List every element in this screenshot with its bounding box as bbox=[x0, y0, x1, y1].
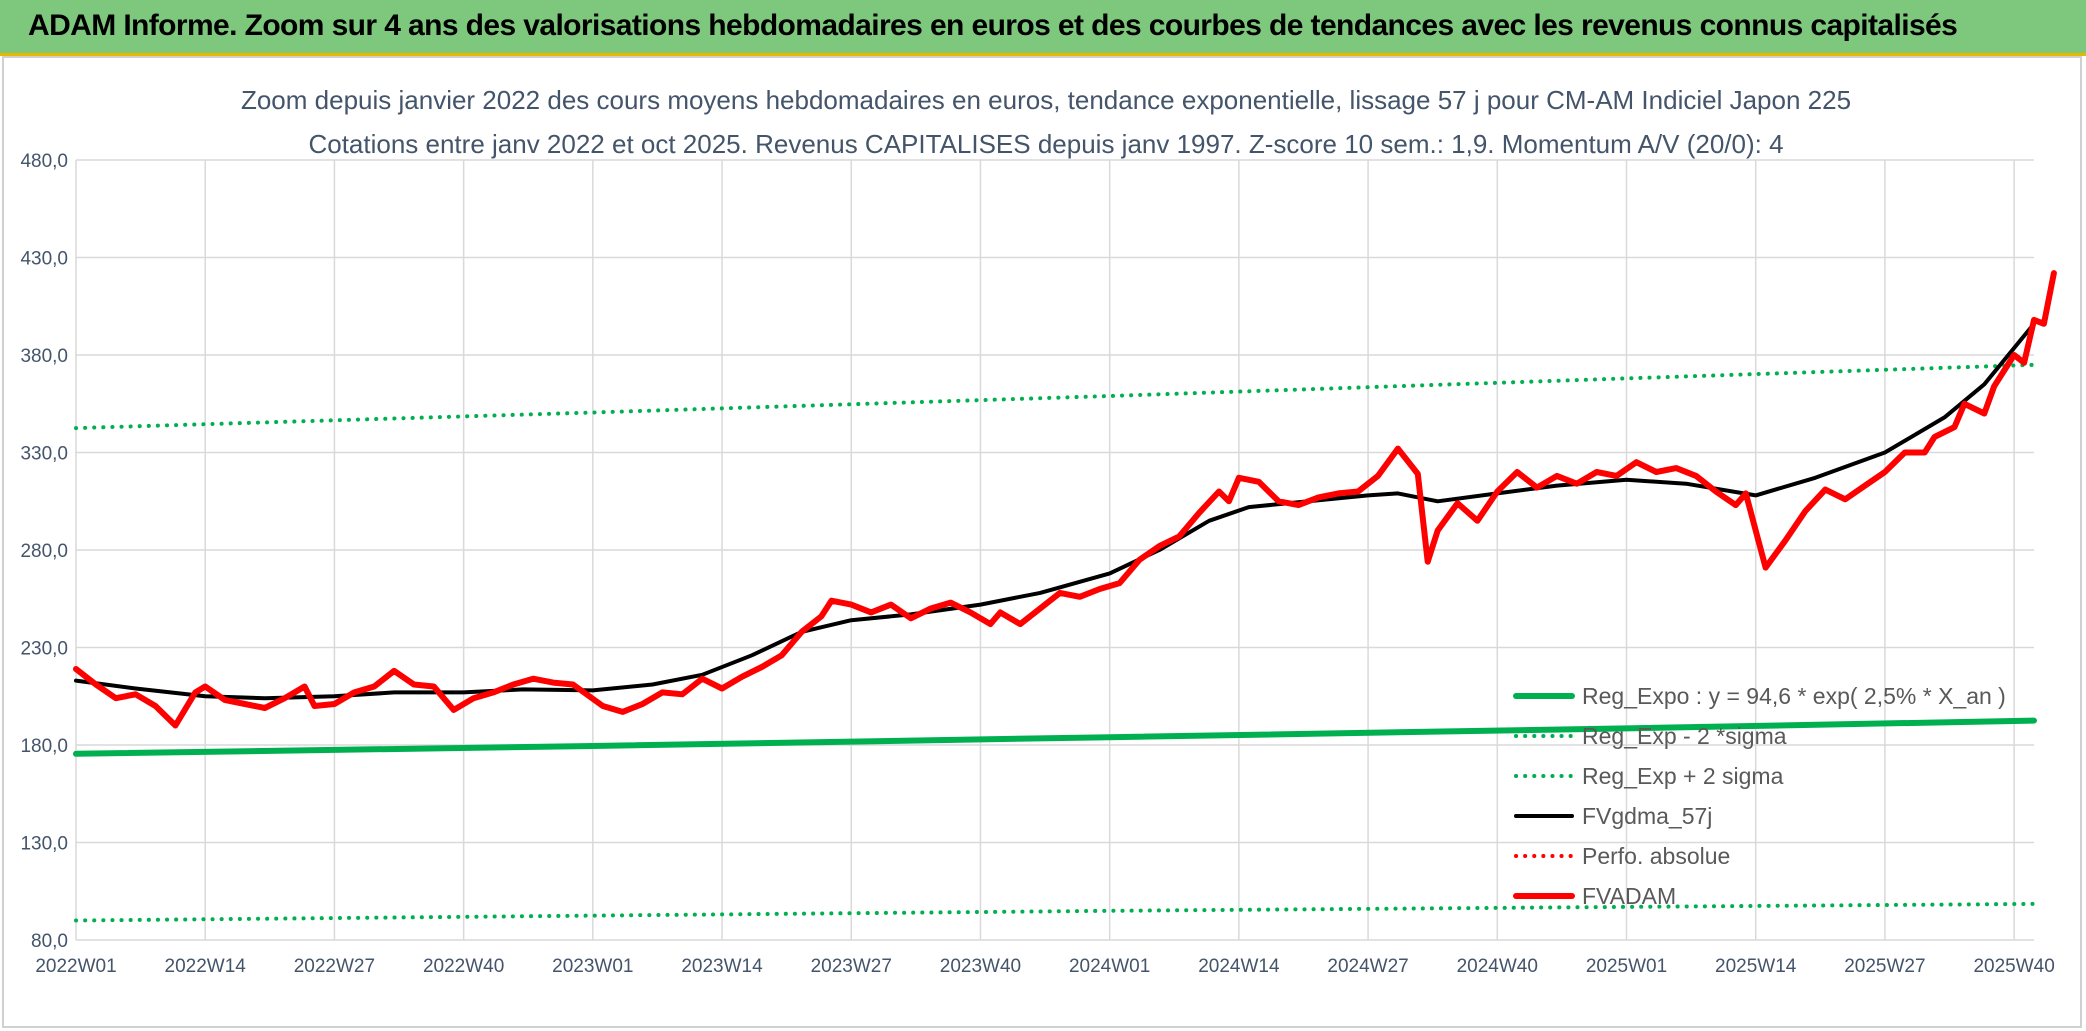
y-tick-label: 280,0 bbox=[20, 541, 68, 562]
series-line-reg_expo bbox=[73, 717, 2037, 757]
x-tick-label: 2025W27 bbox=[1844, 956, 1925, 977]
x-tick-label: 2025W01 bbox=[1586, 956, 1667, 977]
legend-label: Reg_Expo : y = 94,6 * exp( 2,5% * X_an ) bbox=[1582, 683, 2006, 709]
x-tick-label: 2022W40 bbox=[423, 956, 504, 977]
x-tick-label: 2024W14 bbox=[1198, 956, 1280, 977]
x-tick-label: 2023W14 bbox=[681, 956, 763, 977]
axes: 480,0 430,0 380,0 330,0 280,0 230,0 180,0 130,0… bbox=[20, 151, 2054, 977]
legend-label: Reg_Exp - 2 *sigma bbox=[1582, 723, 1787, 749]
chart-title: Zoom depuis janvier 2022 des cours moyen… bbox=[241, 85, 1851, 115]
report-title: ADAM Informe. Zoom sur 4 ans des valoris… bbox=[28, 9, 1958, 42]
y-tick-label: 130,0 bbox=[20, 834, 68, 855]
y-tick-label: 430,0 bbox=[20, 249, 68, 270]
report-banner: ADAM Informe. Zoom sur 4 ans des valoris… bbox=[0, 0, 2086, 56]
series-line-fvgdma_57j bbox=[74, 321, 2036, 701]
x-tick-label: 2025W14 bbox=[1715, 956, 1797, 977]
x-tick-label: 2022W01 bbox=[35, 956, 116, 977]
y-tick-label: 330,0 bbox=[20, 444, 68, 465]
y-tick-label: 380,0 bbox=[20, 346, 68, 367]
x-tick-label: 2024W40 bbox=[1457, 956, 1538, 977]
grid bbox=[75, 159, 2034, 941]
x-tick-label: 2023W27 bbox=[811, 956, 892, 977]
x-tick-label: 2024W01 bbox=[1069, 956, 1150, 977]
y-tick-label: 80,0 bbox=[31, 931, 68, 952]
chart-subtitle: Cotations entre janv 2022 et oct 2025. R… bbox=[308, 129, 1783, 159]
y-tick-label: 480,0 bbox=[20, 151, 68, 172]
legend-label: FVgdma_57j bbox=[1582, 803, 1712, 829]
legend-label: FVADAM bbox=[1582, 883, 1676, 909]
x-tick-label: 2024W27 bbox=[1327, 956, 1408, 977]
legend-label: Reg_Exp + 2 sigma bbox=[1582, 763, 1784, 789]
legend: Reg_Expo : y = 94,6 * exp( 2,5% * X_an )… bbox=[1513, 683, 2006, 909]
y-tick-label: 230,0 bbox=[20, 639, 68, 660]
series-lines bbox=[73, 270, 2057, 923]
x-tick-label: 2025W40 bbox=[1973, 956, 2054, 977]
series-line-reg_exp bbox=[74, 362, 2036, 431]
legend-label: Perfo. absolue bbox=[1582, 843, 1730, 869]
y-tick-label: 180,0 bbox=[20, 736, 68, 757]
x-tick-label: 2023W01 bbox=[552, 956, 633, 977]
x-tick-label: 2022W27 bbox=[294, 956, 375, 977]
series-line-fvadam bbox=[73, 270, 2057, 729]
series-line-reg_exp bbox=[74, 901, 2036, 923]
chart-frame: 480,0 430,0 380,0 330,0 280,0 230,0 180,0 130,0… bbox=[2, 56, 2082, 1028]
chart: 480,0 430,0 380,0 330,0 280,0 230,0 180,0 130,0… bbox=[20, 85, 2057, 977]
x-tick-label: 2023W40 bbox=[940, 956, 1021, 977]
x-tick-label: 2022W14 bbox=[165, 956, 247, 977]
